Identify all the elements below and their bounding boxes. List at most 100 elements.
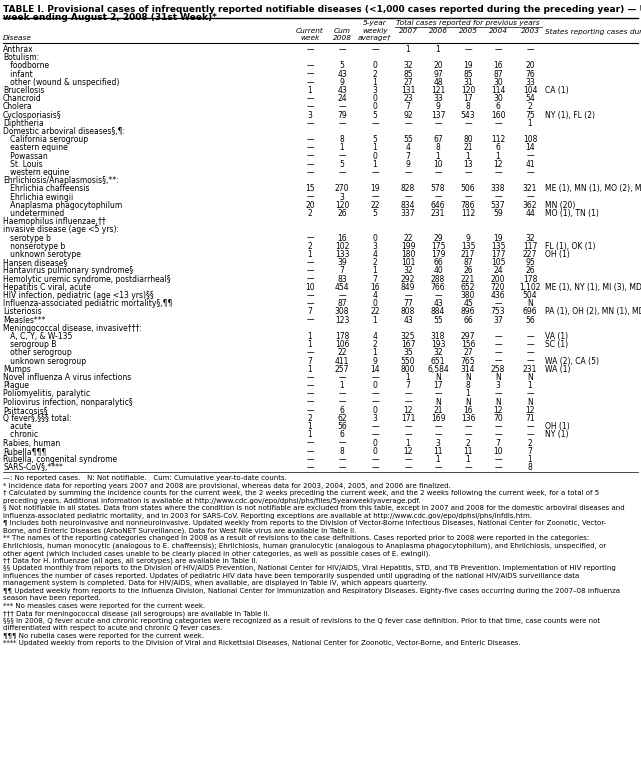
Text: —: —	[338, 103, 345, 111]
Text: California serogroup: California serogroup	[3, 136, 88, 144]
Text: —: —	[306, 267, 314, 276]
Text: —: —	[404, 119, 412, 128]
Text: —: —	[338, 45, 345, 54]
Text: 380: 380	[461, 291, 475, 300]
Text: 1: 1	[308, 365, 312, 374]
Text: Ehrlichia chaffeensis: Ehrlichia chaffeensis	[3, 185, 90, 193]
Text: N: N	[465, 398, 471, 407]
Text: 1: 1	[308, 250, 312, 259]
Text: 19: 19	[463, 61, 473, 70]
Text: 0: 0	[372, 300, 378, 308]
Text: —: —	[306, 136, 314, 144]
Text: 2: 2	[465, 439, 470, 447]
Text: —: —	[404, 192, 412, 201]
Text: 48: 48	[433, 78, 443, 87]
Text: 321: 321	[523, 185, 537, 193]
Text: 44: 44	[525, 209, 535, 218]
Text: 9: 9	[340, 78, 344, 87]
Text: 11: 11	[433, 447, 443, 456]
Text: † Calculated by summing the incidence counts for the current week, the 2 weeks p: † Calculated by summing the incidence co…	[3, 490, 599, 496]
Text: preceding years. Additional information is available at http://www.cdc.gov/epo/d: preceding years. Additional information …	[3, 498, 420, 504]
Text: 32: 32	[433, 349, 443, 358]
Text: —: —	[306, 316, 314, 325]
Text: 43: 43	[433, 300, 443, 308]
Text: serogroup B: serogroup B	[3, 340, 56, 349]
Text: 22: 22	[370, 201, 379, 210]
Text: 114: 114	[491, 86, 505, 95]
Text: —: —	[338, 373, 345, 382]
Text: 8: 8	[465, 103, 470, 111]
Text: FL (1), OK (1): FL (1), OK (1)	[545, 242, 595, 250]
Text: 6: 6	[495, 103, 501, 111]
Text: —: —	[464, 45, 472, 54]
Text: 12: 12	[403, 447, 413, 456]
Text: 2004: 2004	[488, 28, 508, 34]
Text: 8: 8	[528, 463, 533, 472]
Text: 75: 75	[525, 110, 535, 119]
Text: 1: 1	[308, 332, 312, 341]
Text: —: —	[494, 332, 502, 341]
Text: 2: 2	[372, 340, 378, 349]
Text: 12: 12	[403, 406, 413, 415]
Text: MO (1), TN (1): MO (1), TN (1)	[545, 209, 599, 218]
Text: Cum: Cum	[333, 28, 351, 34]
Text: —: —	[306, 234, 314, 243]
Text: —: —	[494, 192, 502, 201]
Text: 766: 766	[431, 283, 445, 292]
Text: 7: 7	[308, 307, 312, 316]
Text: —: —	[526, 349, 534, 358]
Text: —: —	[404, 422, 412, 431]
Text: 0: 0	[372, 94, 378, 103]
Text: §§ Updated monthly from reports to the Division of HIV/AIDS Prevention, National: §§ Updated monthly from reports to the D…	[3, 565, 616, 571]
Text: —: —	[306, 300, 314, 308]
Text: 6: 6	[495, 143, 501, 152]
Text: 578: 578	[431, 185, 445, 193]
Text: Listeriosis: Listeriosis	[3, 307, 42, 316]
Text: * Incidence data for reporting years 2007 and 2008 are provisional, whereas data: * Incidence data for reporting years 200…	[3, 483, 451, 489]
Text: 178: 178	[523, 274, 537, 283]
Text: ¶¶¶ No rubella cases were reported for the current week.: ¶¶¶ No rubella cases were reported for t…	[3, 633, 204, 639]
Text: SARS-CoV§,****: SARS-CoV§,****	[3, 463, 63, 472]
Text: 1: 1	[528, 381, 533, 390]
Text: 1: 1	[308, 340, 312, 349]
Text: —: —	[526, 332, 534, 341]
Text: 112: 112	[491, 136, 505, 144]
Text: 17: 17	[463, 94, 473, 103]
Text: 436: 436	[491, 291, 505, 300]
Text: Haemophilus influenzae,††: Haemophilus influenzae,††	[3, 218, 106, 226]
Text: 32: 32	[403, 267, 413, 276]
Text: 896: 896	[461, 307, 475, 316]
Text: 43: 43	[337, 86, 347, 95]
Text: —: —	[464, 422, 472, 431]
Text: 66: 66	[433, 258, 443, 267]
Text: —: —	[306, 398, 314, 407]
Text: 20: 20	[433, 61, 443, 70]
Text: 43: 43	[403, 316, 413, 325]
Text: —: —	[306, 447, 314, 456]
Text: —: —	[371, 45, 379, 54]
Text: 1: 1	[406, 45, 410, 54]
Text: 136: 136	[461, 414, 475, 423]
Text: 1: 1	[495, 152, 501, 161]
Text: 834: 834	[401, 201, 415, 210]
Text: 1: 1	[308, 422, 312, 431]
Text: 0: 0	[372, 103, 378, 111]
Text: 12: 12	[494, 160, 503, 169]
Text: 32: 32	[403, 61, 413, 70]
Text: weekly: weekly	[362, 28, 388, 34]
Text: 231: 231	[431, 209, 445, 218]
Text: —: —	[371, 422, 379, 431]
Text: 1: 1	[372, 316, 378, 325]
Text: —: —	[434, 463, 442, 472]
Text: —: —	[526, 168, 534, 177]
Text: 45: 45	[463, 300, 473, 308]
Text: 0: 0	[372, 152, 378, 161]
Text: NY (1): NY (1)	[545, 430, 569, 440]
Text: —: —	[338, 291, 345, 300]
Text: —: —	[306, 152, 314, 161]
Text: Hantavirus pulmonary syndrome§: Hantavirus pulmonary syndrome§	[3, 267, 133, 276]
Text: 33: 33	[433, 94, 443, 103]
Text: 40: 40	[433, 267, 443, 276]
Text: —: —	[434, 389, 442, 398]
Text: 20: 20	[305, 201, 315, 210]
